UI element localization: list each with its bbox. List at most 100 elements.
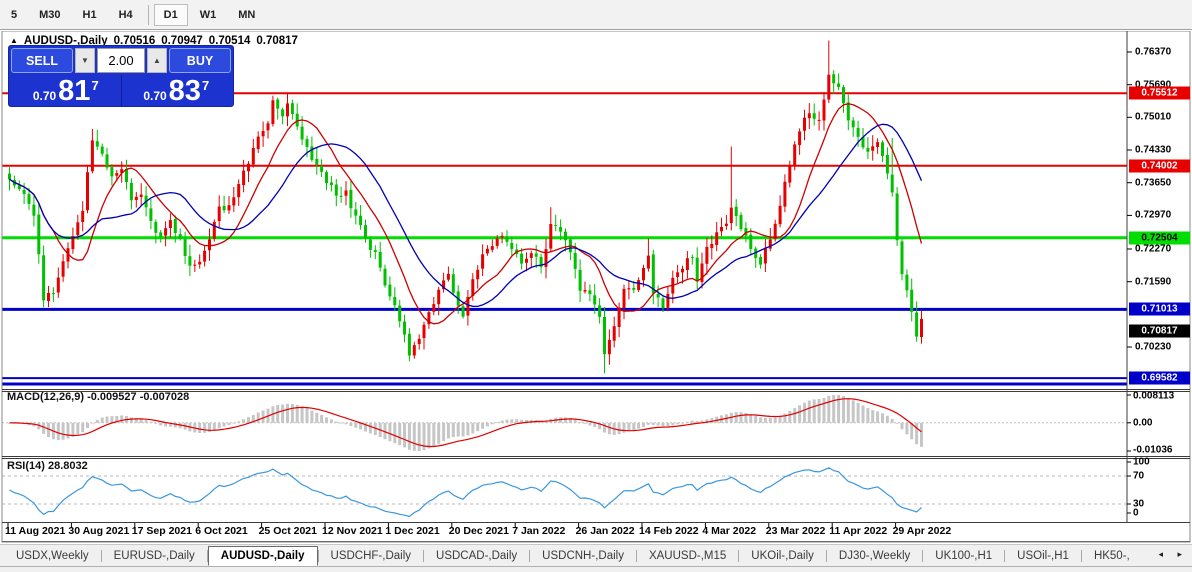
timeframe-button-d1[interactable]: D1	[153, 3, 188, 26]
chart-tab-usoil-h1[interactable]: USOil-,H1	[1017, 550, 1069, 562]
tab-separator	[206, 550, 208, 562]
date-axis-label: 20 Dec 2021	[448, 525, 509, 537]
macd-histogram	[8, 395, 923, 451]
date-axis-label: 26 Jan 2022	[575, 525, 635, 537]
date-axis-label: 4 Mar 2022	[702, 525, 757, 537]
timeframe-button-h1[interactable]: H1	[82, 8, 97, 21]
date-axis-label: 11 Aug 2021	[5, 525, 66, 537]
chart-tab-dj30-weekly[interactable]: DJ30-,Weekly	[838, 550, 911, 562]
level-price-box: 0.72504	[1129, 231, 1190, 245]
ma-fast-line	[9, 103, 923, 325]
sell-price-base: 0.70	[32, 89, 57, 103]
price-axis-tick: 0.72270	[1135, 243, 1172, 255]
date-axis-label: 12 Nov 2021	[322, 525, 383, 537]
volume-increase-button[interactable]: ▲	[147, 48, 167, 73]
rsi-level-lines	[2, 475, 1127, 505]
price-axis-tick: 0.71590	[1135, 276, 1172, 288]
ohlc-open: 0.70516	[113, 35, 156, 47]
buy-button[interactable]: BUY	[169, 48, 231, 73]
chart-tab-ukoil-daily[interactable]: UKOil-,Daily	[751, 550, 814, 562]
chart-tab-usdchf-daily[interactable]: USDCHF-,Daily	[330, 550, 412, 562]
chart-tab-uk100-h1[interactable]: UK100-,H1	[935, 550, 993, 562]
level-price-box: 0.69582	[1129, 371, 1190, 385]
macd-main-value: -0.009527	[87, 391, 137, 403]
macd-axis-zero: 0.00	[1133, 417, 1153, 429]
timeframe-button-5[interactable]: 5	[11, 8, 18, 21]
date-axis-label: 7 Jan 2022	[512, 525, 566, 537]
level-price-box: 0.71013	[1129, 302, 1190, 316]
timeframe-toolbar: 5 M30 H1 H4 D1 W1 MN	[0, 0, 1192, 30]
ohlc-close: 0.70817	[256, 35, 298, 47]
chart-tab-hk50[interactable]: HK50-,	[1093, 550, 1130, 562]
rsi-axis-tick: 0	[1133, 507, 1139, 519]
date-axis-label: 23 Mar 2022	[765, 525, 826, 537]
date-axis-label: 17 Sep 2021	[131, 525, 192, 537]
timeframe-button-m30[interactable]: M30	[39, 8, 61, 21]
ohlc-high: 0.70947	[161, 35, 203, 47]
rsi-axis-tick: 70	[1133, 470, 1145, 482]
tab-separator	[423, 550, 425, 562]
level-price-box: 0.74002	[1129, 159, 1190, 173]
ma-slow-line	[9, 123, 923, 308]
chart-tab-bar: USDX,Weekly EURUSD-,Daily AUDUSD-,Daily USD…	[0, 544, 1192, 572]
tab-underline	[0, 566, 1192, 567]
buy-price-point: 7	[201, 78, 210, 93]
price-axis-tick: 0.75010	[1135, 111, 1172, 123]
macd-axis-min: -0.01036	[1133, 444, 1173, 456]
sell-button[interactable]: SELL	[11, 48, 73, 73]
one-click-trading-panel: SELL ▼ 2.00 ▲ BUY 0.70 81 7 0.70 83 7	[8, 45, 234, 107]
macd-label: MACD(12,26,9) -0.009527 -0.007028	[7, 391, 190, 403]
macd-signal-value: -0.007028	[139, 391, 190, 403]
tab-separator	[100, 550, 102, 562]
tab-separator	[1004, 550, 1006, 562]
rsi-value: 28.8032	[47, 460, 88, 472]
date-axis-label: 14 Feb 2022	[639, 525, 699, 537]
tab-scroll-arrows[interactable]: ◂ ▸	[1158, 549, 1188, 559]
tab-separator	[922, 550, 924, 562]
date-axis-label: 29 Apr 2022	[892, 525, 952, 537]
candlestick-series	[8, 40, 923, 374]
rsi-line	[9, 467, 922, 518]
chart-tab-xauusd-m15[interactable]: XAUUSD-,M15	[648, 550, 727, 562]
rsi-axis-tick: 100	[1133, 456, 1150, 468]
date-axis-label: 1 Dec 2021	[385, 525, 440, 537]
timeframe-button-mn[interactable]: MN	[238, 8, 256, 21]
tab-separator	[825, 550, 827, 562]
macd-axis-max: 0.008113	[1133, 390, 1175, 402]
buy-price-base: 0.70	[143, 89, 167, 103]
volume-decrease-button[interactable]: ▼	[75, 48, 95, 73]
collapse-triangle-icon[interactable]: ▲	[10, 35, 18, 45]
date-axis-label: 25 Oct 2021	[258, 525, 317, 537]
macd-signal-line	[9, 398, 922, 448]
price-axis-tick: 0.75690	[1135, 79, 1172, 91]
chart-tab-usdx-weekly[interactable]: USDX,Weekly	[16, 550, 89, 562]
sell-price-point: 7	[91, 78, 99, 93]
sell-price-quote[interactable]: 0.70 81 7	[11, 75, 122, 106]
timeframe-button-h4[interactable]: H4	[118, 8, 133, 21]
tab-separator	[635, 550, 637, 562]
chart-title: ▲ AUDUSD-,Daily 0.70516 0.70947 0.70514 …	[10, 35, 298, 47]
chart-tab-eurusd-daily[interactable]: EURUSD-,Daily	[113, 550, 195, 562]
chart-window: ▲ AUDUSD-,Daily 0.70516 0.70947 0.70514 …	[0, 31, 1192, 572]
tab-separator	[738, 550, 740, 562]
buy-price-quote[interactable]: 0.70 83 7	[122, 75, 232, 106]
chart-symbol-label: AUDUSD-,Daily	[23, 35, 108, 47]
chart-tab-usdcnh-daily[interactable]: USDCNH-,Daily	[542, 550, 624, 562]
rsi-axis-tick: 30	[1133, 498, 1145, 510]
price-axis-tick: 0.72970	[1135, 209, 1172, 221]
timeframe-button-w1[interactable]: W1	[199, 8, 217, 21]
price-axis-tick: 0.76370	[1135, 46, 1172, 58]
chart-canvas[interactable]	[0, 31, 1192, 572]
volume-input[interactable]: 2.00	[97, 48, 145, 73]
date-axis-label: 11 Apr 2022	[829, 525, 888, 537]
tab-separator	[317, 550, 319, 562]
toolbar-separator	[147, 4, 149, 25]
buy-price-pips: 83	[168, 75, 201, 107]
price-axis-tick: 0.73650	[1135, 177, 1172, 189]
price-axis-tick: 0.70230	[1135, 341, 1172, 353]
chart-tab-audusd-daily[interactable]: AUDUSD-,Daily	[207, 546, 318, 566]
level-price-box: 0.75512	[1129, 86, 1190, 100]
sell-price-pips: 81	[58, 75, 91, 107]
chart-tab-usdcad-daily[interactable]: USDCAD-,Daily	[436, 550, 518, 562]
